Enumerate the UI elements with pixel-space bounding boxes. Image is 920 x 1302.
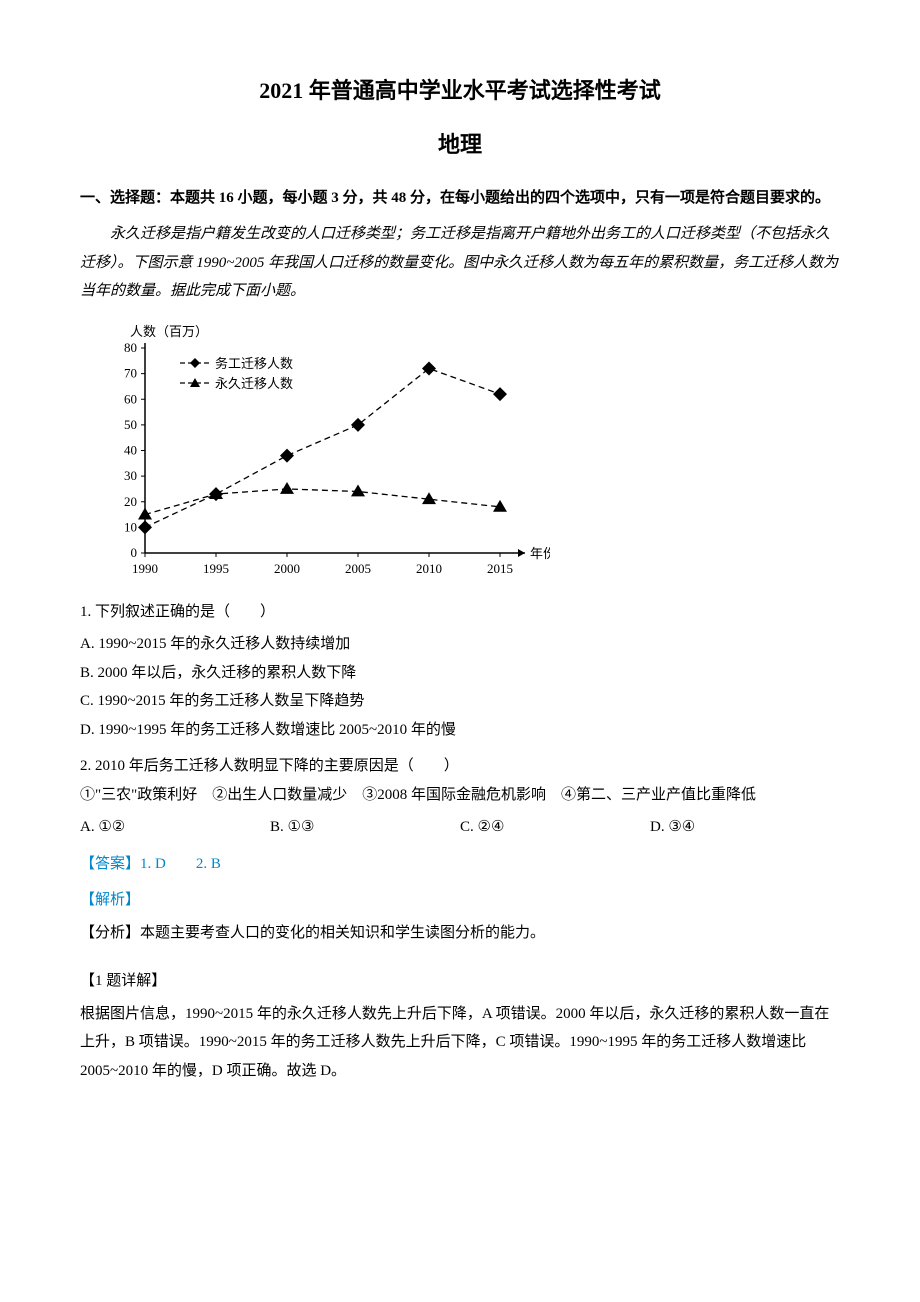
svg-text:30: 30 (124, 468, 137, 483)
exam-title: 2021 年普通高中学业水平考试选择性考试 (80, 70, 840, 112)
passage-text: 永久迁移是指户籍发生改变的人口迁移类型；务工迁移是指离开户籍地外出务工的人口迁移… (80, 220, 840, 306)
analysis-fenxi: 【分析】本题主要考查人口的变化的相关知识和学生读图分析的能力。 (80, 919, 840, 948)
svg-text:人数（百万）: 人数（百万） (130, 324, 208, 339)
svg-text:60: 60 (124, 391, 137, 406)
svg-text:2015: 2015 (487, 561, 513, 576)
svg-text:2010: 2010 (416, 561, 442, 576)
svg-text:20: 20 (124, 493, 137, 508)
svg-text:10: 10 (124, 519, 137, 534)
svg-text:40: 40 (124, 442, 137, 457)
migration-chart: 人数（百万） 0 10 20 30 40 50 60 70 80 1990 1995 2000 2005 2… (90, 318, 840, 588)
svg-text:70: 70 (124, 365, 137, 380)
q1-option-b: B. 2000 年以后，永久迁移的累积人数下降 (80, 659, 840, 688)
svg-text:务工迁移人数: 务工迁移人数 (215, 356, 293, 371)
q2-stem: 2. 2010 年后务工迁移人数明显下降的主要原因是（ ） (80, 752, 840, 781)
q2-option-b: B. ①③ (270, 813, 460, 842)
chart-svg: 人数（百万） 0 10 20 30 40 50 60 70 80 1990 1995 2000 2005 2… (90, 318, 550, 588)
q2-option-c: C. ②④ (460, 813, 650, 842)
q1-option-d: D. 1990~1995 年的务工迁移人数增速比 2005~2010 年的慢 (80, 716, 840, 745)
q2-option-d: D. ③④ (650, 813, 840, 842)
svg-text:1990: 1990 (132, 561, 158, 576)
answer-block: 【答案】1. D 2. B (80, 850, 840, 879)
q1-stem: 1. 下列叙述正确的是（ ） (80, 598, 840, 627)
svg-text:年份: 年份 (530, 546, 550, 561)
question-2: 2. 2010 年后务工迁移人数明显下降的主要原因是（ ） ①"三农"政策利好 … (80, 752, 840, 842)
svg-text:0: 0 (131, 545, 138, 560)
q1-option-a: A. 1990~2015 年的永久迁移人数持续增加 (80, 630, 840, 659)
subject-title: 地理 (80, 124, 840, 166)
svg-text:80: 80 (124, 340, 137, 355)
section-header: 一、选择题：本题共 16 小题，每小题 3 分，共 48 分，在每小题给出的四个… (80, 184, 840, 213)
svg-text:2005: 2005 (345, 561, 371, 576)
svg-text:2000: 2000 (274, 561, 300, 576)
svg-text:永久迁移人数: 永久迁移人数 (215, 376, 293, 391)
q1-detail-label: 【1 题详解】 (80, 967, 840, 996)
svg-text:1995: 1995 (203, 561, 229, 576)
q1-detail-text: 根据图片信息，1990~2015 年的永久迁移人数先上升后下降，A 项错误。20… (80, 1000, 840, 1086)
q1-option-c: C. 1990~2015 年的务工迁移人数呈下降趋势 (80, 687, 840, 716)
question-1: 1. 下列叙述正确的是（ ） A. 1990~2015 年的永久迁移人数持续增加… (80, 598, 840, 745)
q2-option-a: A. ①② (80, 813, 270, 842)
q2-statements: ①"三农"政策利好 ②出生人口数量减少 ③2008 年国际金融危机影响 ④第二、… (80, 781, 840, 810)
analysis-label: 【解析】 (80, 886, 840, 915)
svg-text:50: 50 (124, 416, 137, 431)
